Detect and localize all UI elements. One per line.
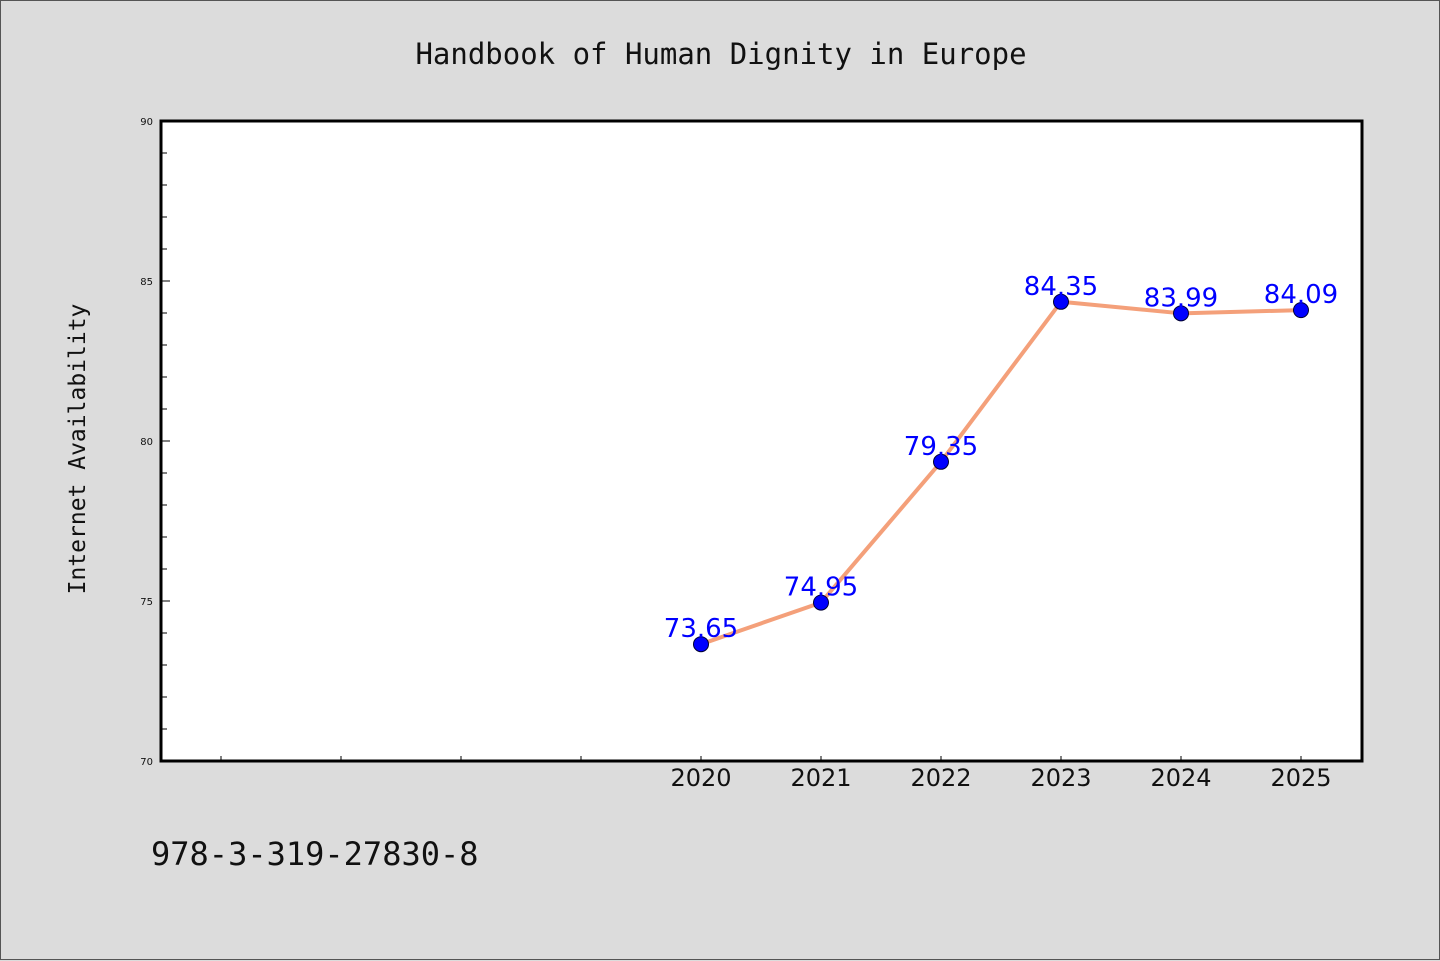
x-tick-label: 2021	[790, 764, 851, 792]
data-label: 74.95	[784, 573, 858, 603]
data-point	[1053, 293, 1069, 310]
axes-layer: 70 75 80 85 90 2020 2021 2022 2023 2024 2025	[140, 117, 1331, 792]
chart-title: Handbook of Human Dignity in Europe	[415, 37, 1026, 71]
x-tick-label: 2023	[1030, 764, 1091, 792]
y-axis-label: Internet Availability	[65, 304, 91, 595]
y-tick-label: 70	[140, 757, 153, 768]
y-tick-label: 80	[140, 437, 153, 448]
y-tick-label: 90	[140, 117, 153, 128]
data-label: 84.09	[1264, 280, 1338, 310]
data-point	[813, 594, 829, 611]
data-point	[693, 636, 709, 653]
data-point	[933, 453, 949, 470]
y-tick-label: 85	[140, 277, 153, 288]
isbn-code: 978-3-319-27830-8	[151, 835, 479, 873]
data-label: 84.35	[1024, 272, 1098, 302]
data-label: 79.35	[904, 432, 978, 462]
plot-area	[161, 121, 1362, 761]
x-tick-label: 2024	[1150, 764, 1211, 792]
x-tick-label: 2022	[910, 764, 971, 792]
data-point	[1293, 302, 1309, 319]
series-layer: 73.65 74.95 79.35 84.35 83.99 84.09	[664, 272, 1338, 653]
y-tick-label: 75	[140, 597, 153, 608]
data-point	[1173, 305, 1189, 322]
x-tick-label: 2020	[670, 764, 731, 792]
data-label: 83.99	[1144, 283, 1218, 313]
x-tick-label: 2025	[1270, 764, 1331, 792]
data-label: 73.65	[664, 614, 738, 644]
plot-border	[159, 119, 1364, 763]
series-line	[699, 299, 1303, 647]
